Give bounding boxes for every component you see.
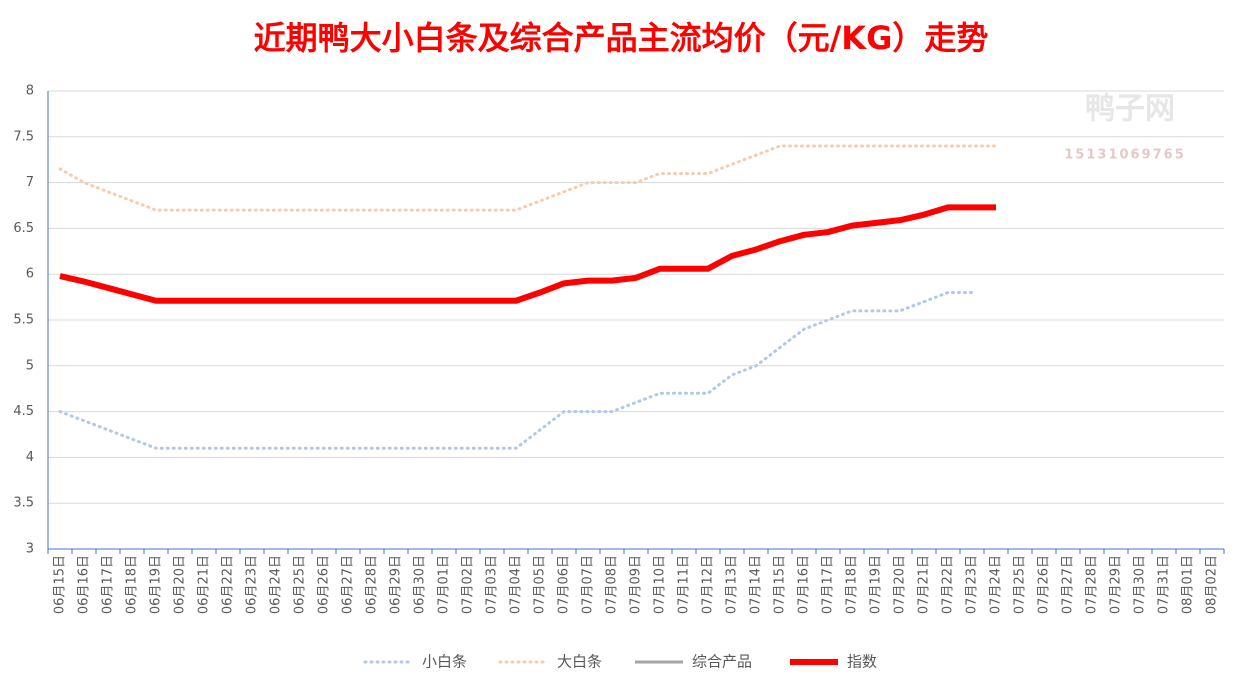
x-tick-label: 06月16日 <box>77 555 92 614</box>
x-tick-label: 07月31日 <box>1157 555 1172 614</box>
y-tick-label: 8 <box>26 84 34 99</box>
x-tick-label: 07月14日 <box>749 555 764 614</box>
x-tick-label: 07月25日 <box>1013 555 1028 614</box>
x-tick-label: 06月29日 <box>389 555 404 614</box>
x-tick-label: 07月05日 <box>533 555 548 614</box>
x-tick-label: 08月01日 <box>1181 555 1196 614</box>
series-line <box>59 204 996 304</box>
y-tick-label: 3 <box>26 542 34 557</box>
x-tick-label: 08月02日 <box>1205 555 1220 614</box>
legend-label: 大白条 <box>557 653 602 671</box>
y-tick-label: 7.5 <box>13 129 34 144</box>
x-tick-label: 07月09日 <box>629 555 644 614</box>
x-tick-label: 07月28日 <box>1085 555 1100 614</box>
y-tick-label: 4.5 <box>13 404 34 419</box>
x-tick-label: 07月01日 <box>437 555 452 614</box>
x-tick-label: 07月03日 <box>485 555 500 614</box>
x-tick-label: 07月02日 <box>461 555 476 614</box>
x-tick-label: 07月12日 <box>701 555 716 614</box>
x-tick-label: 07月19日 <box>869 555 884 614</box>
y-tick-label: 6.5 <box>13 221 34 236</box>
x-tick-label: 06月27日 <box>341 555 356 614</box>
x-tick-label: 06月26日 <box>317 555 332 614</box>
x-tick-label: 07月10日 <box>653 555 668 614</box>
x-tick-label: 07月27日 <box>1061 555 1076 614</box>
x-tick-label: 07月15日 <box>773 555 788 614</box>
legend-label: 小白条 <box>422 653 467 671</box>
x-tick-label: 07月13日 <box>725 555 740 614</box>
watermark: 鸭子网 <box>1085 92 1175 127</box>
x-tick-label: 07月17日 <box>821 555 836 614</box>
legend-label: 指数 <box>847 653 877 671</box>
x-tick-label: 07月22日 <box>941 555 956 614</box>
x-tick-label: 07月20日 <box>893 555 908 614</box>
x-tick-label: 06月28日 <box>365 555 380 614</box>
x-tick-label: 07月23日 <box>965 555 980 614</box>
y-tick-label: 5 <box>26 358 34 373</box>
x-tick-label: 06月20日 <box>173 555 188 614</box>
legend-label: 综合产品 <box>692 653 752 671</box>
x-tick-label: 06月25日 <box>293 555 308 614</box>
x-tick-label: 07月16日 <box>797 555 812 614</box>
x-tick-label: 07月04日 <box>509 555 524 614</box>
x-tick-label: 07月30日 <box>1133 555 1148 614</box>
x-tick-label: 06月15日 <box>53 555 68 614</box>
x-tick-label: 07月26日 <box>1037 555 1052 614</box>
x-tick-label: 07月08日 <box>605 555 620 614</box>
watermark-phone: 15131069765 <box>1064 148 1186 163</box>
y-tick-label: 6 <box>26 267 34 282</box>
series-line <box>58 144 998 212</box>
x-tick-label: 06月19日 <box>149 555 164 614</box>
chart-title: 近期鸭大小白条及综合产品主流均价（元/KG）走势 <box>254 19 989 57</box>
x-tick-label: 07月24日 <box>989 555 1004 614</box>
x-tick-label: 07月07日 <box>581 555 596 614</box>
x-tick-label: 06月23日 <box>245 555 260 614</box>
x-tick-label: 06月21日 <box>197 555 212 614</box>
x-tick-label: 07月06日 <box>557 555 572 614</box>
y-tick-label: 4 <box>26 450 34 465</box>
x-tick-label: 06月17日 <box>101 555 116 614</box>
y-tick-label: 5.5 <box>13 313 34 328</box>
x-tick-label: 07月21日 <box>917 555 932 614</box>
y-tick-label: 7 <box>26 175 34 190</box>
y-tick-label: 3.5 <box>13 496 34 511</box>
x-tick-label: 07月29日 <box>1109 555 1124 614</box>
x-tick-label: 06月22日 <box>221 555 236 614</box>
x-tick-label: 06月30日 <box>413 555 428 614</box>
x-tick-label: 06月18日 <box>125 555 140 614</box>
x-tick-label: 07月18日 <box>845 555 860 614</box>
x-tick-label: 06月24日 <box>269 555 284 614</box>
series-line <box>58 291 974 450</box>
x-tick-label: 07月11日 <box>677 555 692 614</box>
